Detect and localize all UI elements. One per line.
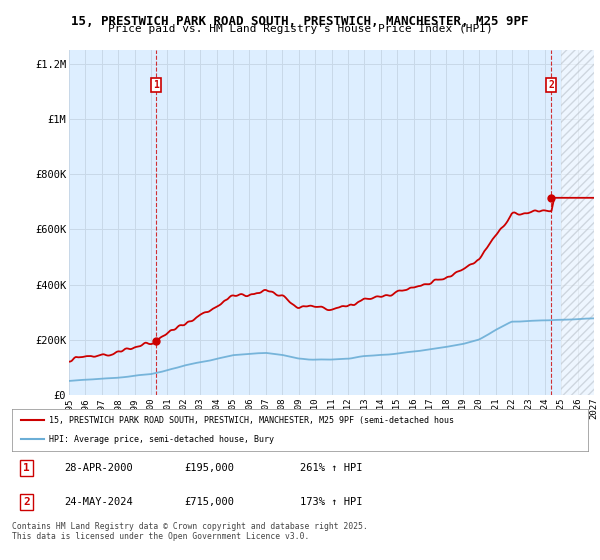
Text: 2: 2	[548, 80, 554, 90]
Text: Contains HM Land Registry data © Crown copyright and database right 2025.
This d: Contains HM Land Registry data © Crown c…	[12, 522, 368, 542]
Text: 173% ↑ HPI: 173% ↑ HPI	[300, 497, 362, 507]
Text: Price paid vs. HM Land Registry's House Price Index (HPI): Price paid vs. HM Land Registry's House …	[107, 24, 493, 34]
Text: 1: 1	[154, 80, 159, 90]
Text: 2: 2	[23, 497, 30, 507]
Text: 28-APR-2000: 28-APR-2000	[64, 463, 133, 473]
Text: 24-MAY-2024: 24-MAY-2024	[64, 497, 133, 507]
Text: 261% ↑ HPI: 261% ↑ HPI	[300, 463, 362, 473]
Text: 1: 1	[23, 463, 30, 473]
Text: £715,000: £715,000	[185, 497, 235, 507]
Text: HPI: Average price, semi-detached house, Bury: HPI: Average price, semi-detached house,…	[49, 435, 274, 444]
Bar	[561, 50, 594, 395]
Text: 15, PRESTWICH PARK ROAD SOUTH, PRESTWICH, MANCHESTER, M25 9PF (semi-detached hou: 15, PRESTWICH PARK ROAD SOUTH, PRESTWICH…	[49, 416, 454, 424]
Text: £195,000: £195,000	[185, 463, 235, 473]
Bar	[561, 50, 594, 395]
Text: 15, PRESTWICH PARK ROAD SOUTH, PRESTWICH, MANCHESTER, M25 9PF: 15, PRESTWICH PARK ROAD SOUTH, PRESTWICH…	[71, 15, 529, 27]
